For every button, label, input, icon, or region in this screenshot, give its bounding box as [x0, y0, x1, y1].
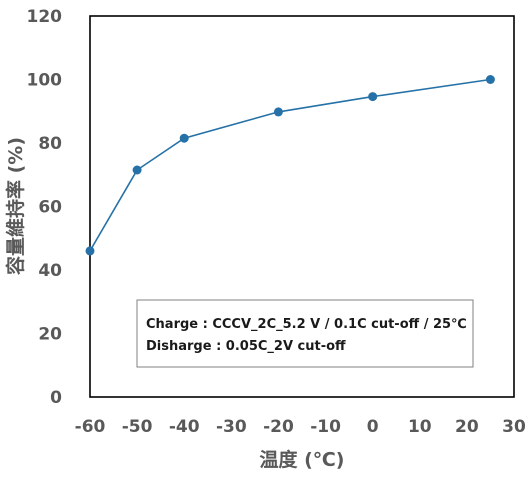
- x-tick-label: 10: [408, 417, 432, 437]
- y-tick-label: 40: [38, 261, 62, 281]
- x-axis-label: 温度 (℃): [260, 448, 345, 471]
- y-tick-label: 80: [38, 134, 62, 154]
- annotation-line-1: Charge : CCCV_2C_5.2 V / 0.1C cut-off / …: [146, 317, 467, 332]
- x-tick-label: -50: [122, 417, 153, 437]
- annotation-line-2: Disharge : 0.05C_2V cut-off: [146, 339, 346, 354]
- x-tick-label: -10: [310, 417, 341, 437]
- x-tick-label: 30: [502, 417, 526, 437]
- series-group: [85, 75, 495, 256]
- data-point: [485, 75, 495, 84]
- x-tick-label: 20: [455, 417, 479, 437]
- y-tick-label: 100: [27, 71, 63, 91]
- x-tick-label: -60: [75, 417, 106, 437]
- series-line: [89, 78, 491, 252]
- data-point: [85, 246, 95, 256]
- y-tick-label: 60: [38, 198, 62, 218]
- x-tick-label: 0: [367, 417, 379, 437]
- data-point: [179, 133, 189, 143]
- x-tick-label: -20: [263, 417, 294, 437]
- y-tick-labels: 0 20 40 60 80 100 120: [27, 7, 63, 408]
- y-tick-label: 0: [50, 388, 62, 408]
- y-tick-label: 20: [38, 325, 62, 345]
- data-point: [273, 107, 283, 117]
- x-tick-labels: -60 -50 -40 -30 -20 -10 0 10 20 30: [75, 417, 526, 437]
- x-tick-label: -30: [216, 417, 247, 437]
- y-tick-label: 120: [27, 7, 63, 27]
- plot-area-frame: [89, 15, 515, 398]
- y-axis-label: 容量維持率 (%): [4, 137, 27, 275]
- data-point: [132, 165, 142, 175]
- annotation-box: [136, 299, 474, 368]
- data-point: [368, 92, 378, 102]
- x-tick-label: -40: [169, 417, 200, 437]
